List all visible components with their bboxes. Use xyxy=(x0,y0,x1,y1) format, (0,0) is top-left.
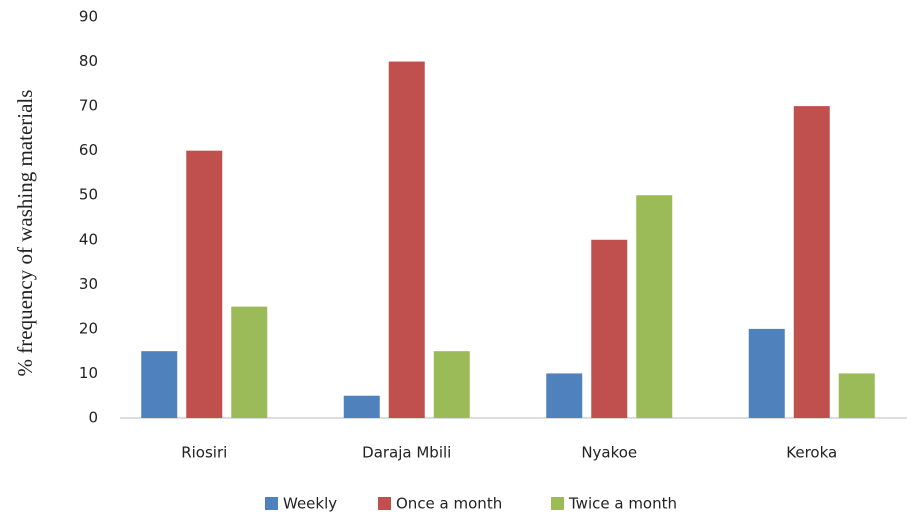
bar xyxy=(546,373,583,418)
legend-swatch xyxy=(378,497,391,510)
bar xyxy=(636,195,673,418)
bar xyxy=(388,61,425,419)
x-tick-label: Riosiri xyxy=(181,444,227,462)
legend-swatch xyxy=(551,497,564,510)
y-tick-label: 30 xyxy=(79,275,98,293)
y-tick-label: 40 xyxy=(79,230,98,248)
bar xyxy=(748,328,785,418)
y-tick-label: 0 xyxy=(88,409,98,427)
legend-label: Once a month xyxy=(396,495,502,513)
bar xyxy=(231,306,268,418)
bar xyxy=(343,395,380,418)
bar xyxy=(838,373,875,418)
y-axis-label: % frequency of washing materials xyxy=(13,90,37,377)
x-tick-label: Nyakoe xyxy=(581,444,637,462)
y-tick-label: 70 xyxy=(79,97,98,115)
legend-label: Twice a month xyxy=(568,495,677,513)
bar xyxy=(591,239,628,418)
bar xyxy=(141,351,178,418)
y-tick-label: 80 xyxy=(79,52,98,70)
legend-swatch xyxy=(265,497,278,510)
y-tick-label: 60 xyxy=(79,141,98,159)
bar xyxy=(793,106,830,418)
y-tick-label: 20 xyxy=(79,319,98,337)
x-tick-label: Keroka xyxy=(786,444,837,462)
bar xyxy=(186,150,223,418)
y-tick-label: 50 xyxy=(79,186,98,204)
bar xyxy=(433,351,470,418)
legend-label: Weekly xyxy=(283,495,337,513)
y-tick-label: 10 xyxy=(79,364,98,382)
x-tick-label: Daraja Mbili xyxy=(362,444,451,462)
y-tick-label: 90 xyxy=(79,8,98,26)
